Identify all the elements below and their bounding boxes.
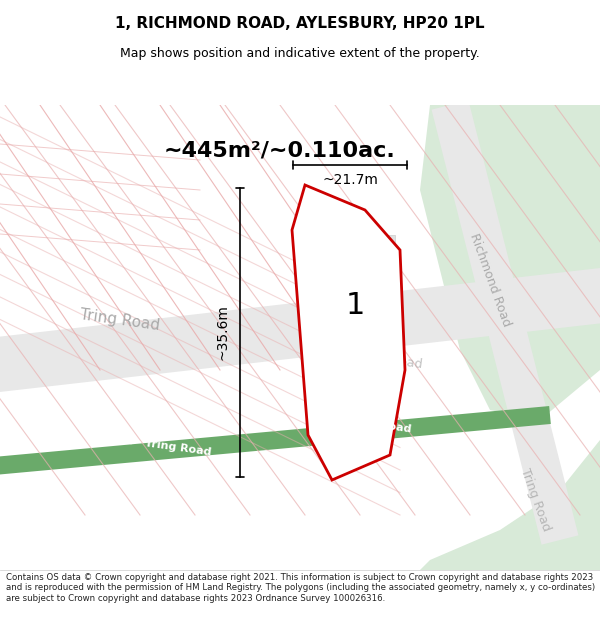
Text: Tring Road: Tring Road <box>518 467 553 533</box>
Bar <box>305 235 395 305</box>
Polygon shape <box>431 101 578 544</box>
Polygon shape <box>0 406 551 479</box>
Text: Tring Road: Tring Road <box>79 307 161 333</box>
Text: Richmond Road: Richmond Road <box>467 231 513 329</box>
Text: ~445m²/~0.110ac.: ~445m²/~0.110ac. <box>164 140 396 160</box>
Text: Tring Road: Tring Road <box>356 349 424 371</box>
Polygon shape <box>420 105 600 420</box>
Text: Map shows position and indicative extent of the property.: Map shows position and indicative extent… <box>120 48 480 60</box>
Text: Contains OS data © Crown copyright and database right 2021. This information is : Contains OS data © Crown copyright and d… <box>6 572 595 602</box>
Text: ~35.6m: ~35.6m <box>215 304 229 361</box>
Text: A41 - Tring Road: A41 - Tring Road <box>308 410 412 434</box>
Text: A41 - Tring Road: A41 - Tring Road <box>108 433 212 457</box>
Text: 1: 1 <box>346 291 365 319</box>
Polygon shape <box>0 262 600 398</box>
Polygon shape <box>292 185 405 480</box>
Polygon shape <box>420 440 600 570</box>
Text: 1, RICHMOND ROAD, AYLESBURY, HP20 1PL: 1, RICHMOND ROAD, AYLESBURY, HP20 1PL <box>115 16 485 31</box>
Text: ~21.7m: ~21.7m <box>322 173 378 187</box>
